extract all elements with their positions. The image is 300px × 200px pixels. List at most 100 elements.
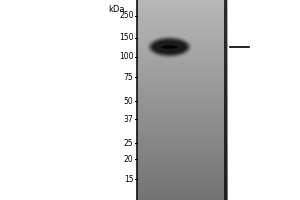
Ellipse shape	[155, 42, 184, 52]
Bar	[136, 124, 228, 125]
Text: 25: 25	[124, 138, 134, 147]
Bar	[136, 163, 228, 164]
Bar	[136, 101, 228, 102]
Bar	[136, 155, 228, 156]
Bar	[136, 44, 228, 45]
Bar	[136, 18, 228, 19]
Bar	[136, 176, 228, 177]
Ellipse shape	[148, 37, 191, 57]
Bar	[136, 30, 228, 31]
Bar	[136, 148, 228, 149]
Bar	[136, 5, 228, 6]
Bar	[136, 141, 228, 142]
Bar	[136, 112, 228, 113]
Bar	[136, 21, 228, 22]
Bar	[136, 158, 228, 159]
Ellipse shape	[154, 41, 185, 53]
Bar	[136, 84, 228, 85]
Bar	[136, 85, 228, 86]
Bar	[136, 24, 228, 25]
Bar	[136, 181, 228, 182]
Bar	[136, 118, 228, 119]
Bar	[136, 64, 228, 65]
Bar	[136, 170, 228, 171]
Bar	[136, 50, 228, 51]
Bar	[136, 19, 228, 20]
Bar	[136, 93, 228, 94]
Bar	[136, 168, 228, 169]
Bar	[136, 172, 228, 173]
Bar	[136, 0, 138, 200]
Bar	[136, 128, 228, 129]
Bar	[136, 29, 228, 30]
Bar	[136, 63, 228, 64]
Bar	[136, 180, 228, 181]
Bar	[136, 80, 228, 81]
Bar	[136, 185, 228, 186]
Bar	[136, 186, 228, 187]
Bar	[136, 1, 228, 2]
Bar	[136, 179, 228, 180]
Bar	[136, 51, 228, 52]
Bar	[136, 16, 228, 17]
Bar	[136, 120, 228, 121]
Bar	[136, 169, 228, 170]
Bar	[136, 71, 228, 72]
Bar	[136, 57, 228, 58]
Text: 75: 75	[124, 72, 134, 82]
Bar	[136, 28, 228, 29]
Bar	[136, 144, 228, 145]
Bar	[136, 17, 228, 18]
Bar	[136, 152, 228, 153]
Bar	[136, 82, 228, 83]
Bar	[136, 151, 228, 152]
Text: kDa: kDa	[108, 5, 124, 14]
Bar	[136, 78, 228, 79]
Bar	[136, 58, 228, 59]
Bar	[136, 38, 228, 39]
Bar	[136, 75, 228, 76]
Bar	[136, 130, 228, 131]
Ellipse shape	[148, 36, 191, 58]
Bar	[136, 160, 228, 161]
Bar	[136, 114, 228, 115]
Bar	[136, 196, 228, 197]
Bar	[136, 122, 228, 123]
Ellipse shape	[152, 39, 188, 55]
Bar	[136, 139, 228, 140]
Bar	[136, 177, 228, 178]
Bar	[136, 56, 228, 57]
Ellipse shape	[153, 40, 186, 54]
Text: 20: 20	[124, 154, 134, 164]
Bar	[136, 110, 228, 111]
Bar	[136, 98, 228, 99]
Bar	[136, 99, 228, 100]
Bar	[136, 52, 228, 53]
Bar	[136, 121, 228, 122]
Bar	[136, 150, 228, 151]
Bar	[136, 125, 228, 126]
Bar	[136, 7, 228, 8]
Bar	[136, 123, 228, 124]
Ellipse shape	[150, 38, 189, 56]
Bar	[136, 8, 228, 9]
Bar	[136, 62, 228, 63]
Bar	[136, 26, 228, 27]
Bar	[136, 95, 228, 96]
Bar	[136, 156, 228, 157]
Text: 50: 50	[124, 97, 134, 106]
Bar	[136, 55, 228, 56]
Bar	[136, 164, 228, 165]
Bar	[136, 138, 228, 139]
Bar	[136, 49, 228, 50]
Ellipse shape	[148, 37, 190, 57]
Bar	[136, 119, 228, 120]
Bar	[136, 92, 228, 93]
Bar	[136, 165, 228, 166]
Bar	[136, 86, 228, 87]
Bar	[136, 140, 228, 141]
Bar	[136, 187, 228, 188]
Bar	[136, 146, 228, 147]
Bar	[136, 67, 228, 68]
Bar	[136, 25, 228, 26]
